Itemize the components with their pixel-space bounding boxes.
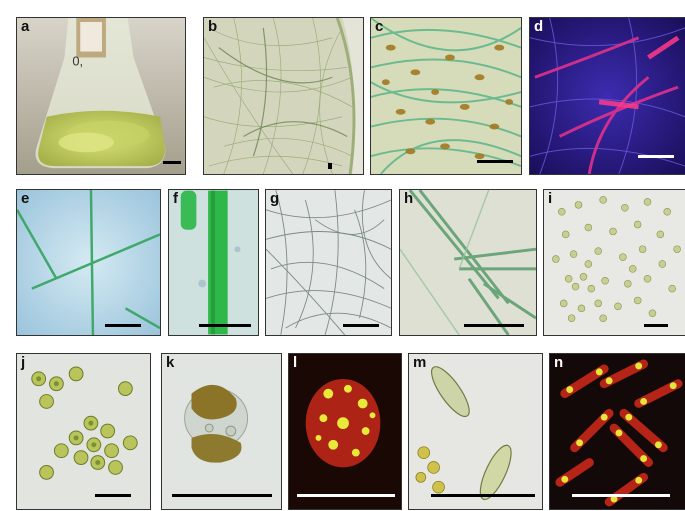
panel-d-image [530,18,685,174]
panel-label-d: d [534,18,544,35]
panel-c: c [370,17,522,175]
scale-bar-k [172,494,272,497]
panel-b-image [204,18,363,174]
scale-bar-m [431,494,535,497]
scale-bar-b [328,163,332,169]
panel-h: h [399,189,537,336]
panel-label-l: l [293,354,298,371]
panel-l: l [288,353,402,510]
panel-a: 0, a [16,17,186,175]
panel-h-image [400,190,536,335]
panel-label-a: a [21,18,30,35]
panel-c-image [371,18,521,174]
panel-label-b: b [208,18,218,35]
panel-label-h: h [404,190,414,207]
panel-i-image [544,190,685,335]
scale-bar-j [95,494,131,497]
panel-b: b [203,17,364,175]
scale-bar-h [464,324,524,327]
panel-m-image [409,354,542,509]
panel-label-g: g [270,190,280,207]
scale-bar-c [477,160,513,163]
panel-m: m [408,353,543,510]
panel-f-image [169,190,258,335]
panel-a-image: 0, [17,18,185,174]
panel-j-image [17,354,150,509]
panel-label-f: f [173,190,178,207]
panel-j: j [16,353,151,510]
panel-label-m: m [413,354,427,371]
scale-bar-a [163,161,181,164]
panel-l-image [289,354,401,509]
scale-bar-f [199,324,251,327]
panel-k: k [161,353,282,510]
panel-label-c: c [375,18,384,35]
panel-e-image [17,190,160,335]
panel-g-image [266,190,391,335]
panel-label-n: n [554,354,564,371]
panel-label-j: j [21,354,26,371]
panel-label-k: k [166,354,175,371]
scale-bar-l [297,494,395,497]
panel-f: f [168,189,259,336]
panel-k-image [162,354,281,509]
scale-bar-d [638,155,674,158]
panel-d: d [529,17,685,175]
panel-n-image [550,354,685,509]
panel-e: e [16,189,161,336]
scale-bar-g [343,324,379,327]
panel-g: g [265,189,392,336]
scale-bar-n [572,494,670,497]
panel-label-e: e [21,190,30,207]
panel-label-i: i [548,190,553,207]
panel-i: i [543,189,685,336]
panel-n: n [549,353,685,510]
flask-text: 0, [72,53,83,68]
scale-bar-e [105,324,141,327]
scale-bar-i [644,324,668,327]
